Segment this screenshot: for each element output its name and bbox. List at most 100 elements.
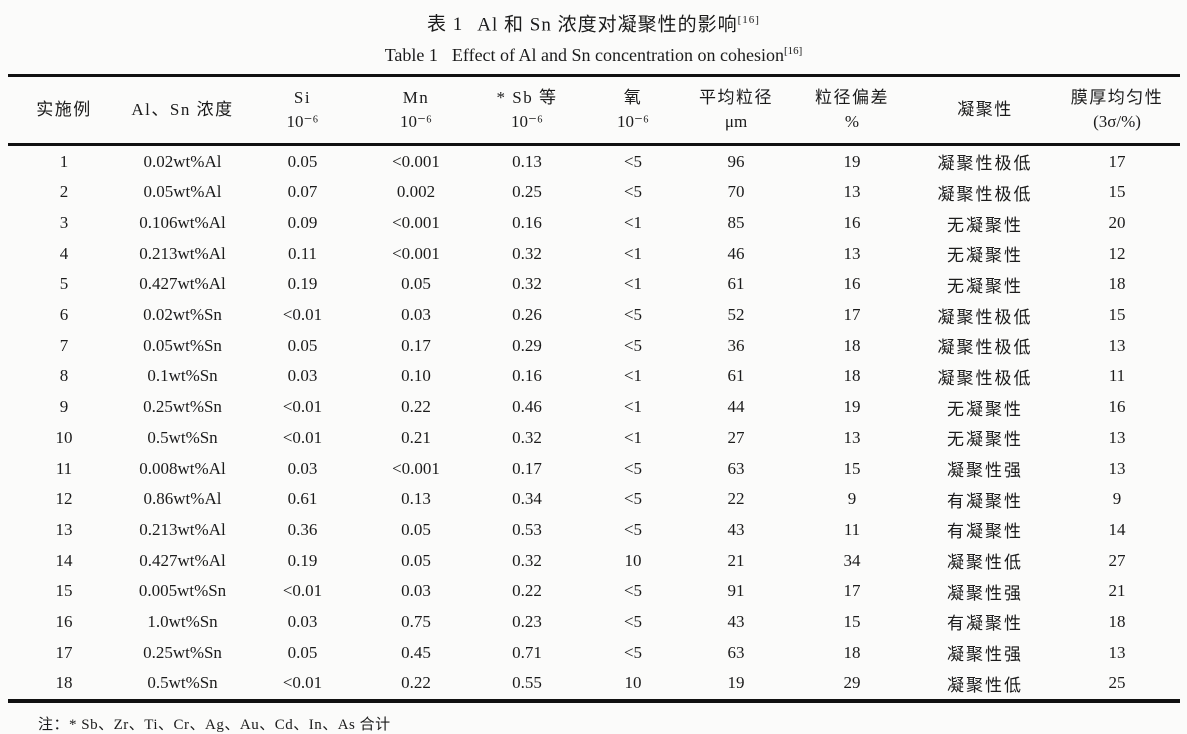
table-cell: 有凝聚性 (947, 522, 1023, 542)
table-row: 9 0.25wt%Sn <0.01 0.22 0.46 <1 44 19 无凝聚性 16 (8, 392, 1180, 423)
table-cell: 0.05 (401, 550, 431, 570)
table-cell: 0.19 (287, 550, 318, 570)
table-cell: 0.53 (512, 519, 542, 539)
table-cell: 16 (55, 611, 73, 631)
table-cell: <1 (623, 243, 643, 263)
table-cell: 0.32 (512, 427, 542, 447)
caption-en-label: Table 1 (384, 45, 438, 66)
column-header: Al、Sn 浓度 (120, 76, 245, 145)
column-header: 粒径偏差% (788, 76, 916, 145)
table-cell: 0.09 (287, 213, 318, 233)
column-header-unit: 10⁻⁶ (511, 112, 543, 132)
table-cell: 29 (843, 673, 861, 693)
table-cell: 9 (1112, 489, 1122, 509)
table-row: 17 0.25wt%Sn 0.05 0.45 0.71 <5 63 18 凝聚性强 13 (8, 637, 1180, 668)
column-header: 膜厚均匀性 (3σ/%) (1054, 76, 1180, 145)
table-row: 14 0.427wt%Al 0.19 0.05 0.32 10 21 34 凝聚性低 27 (8, 545, 1180, 576)
table-cell: 0.55 (512, 673, 542, 693)
column-header-unit: (3σ/%) (1093, 112, 1141, 132)
table-cell: <0.01 (282, 581, 323, 601)
table-cell: 1 (59, 151, 69, 171)
table-row: 12 0.86wt%Al 0.61 0.13 0.34 <5 22 9 有凝聚性 9 (8, 484, 1180, 515)
column-header: Mn 10⁻⁶ (360, 76, 472, 145)
table-cell: 0.005wt%Sn (138, 581, 227, 601)
table-cell: <0.01 (282, 397, 323, 417)
column-header-unit: μm (724, 112, 748, 132)
table-cell: 0.23 (512, 611, 542, 631)
column-header: * Sb 等 10⁻⁶ (472, 76, 582, 145)
table-cell: 34 (843, 550, 861, 570)
table-cell: 15 (843, 458, 861, 478)
table-cell: 凝聚性极低 (937, 154, 1033, 174)
table-cell: 44 (727, 397, 745, 417)
caption-en-text: Effect of Al and Sn concentration on coh… (451, 45, 784, 66)
table-cell: 0.427wt%Al (139, 274, 226, 294)
table-cell: 27 (1108, 550, 1126, 570)
column-header-name: Si (293, 88, 312, 108)
table-cell: 0.16 (512, 213, 542, 233)
column-header-name: 实施例 (36, 100, 92, 120)
table-cell: <0.01 (282, 305, 323, 325)
column-header-name: 氧 (623, 88, 643, 108)
table-caption: 表 1 Al 和 Sn 浓度对凝聚性的影响[16] Table 1 Effect o… (0, 0, 1187, 69)
table-cell: 0.07 (287, 182, 318, 202)
column-header-name: 平均粒径 (699, 88, 773, 108)
table-cell: 0.86wt%Al (143, 489, 222, 509)
table-cell: 6 (59, 305, 69, 325)
table-cell: 13 (843, 182, 861, 202)
table-cell: 19 (843, 151, 861, 171)
table-cell: 0.22 (401, 673, 431, 693)
table-cell: 61 (727, 274, 745, 294)
caption-cn-reference: [16] (737, 14, 760, 26)
column-header-name: 粒径偏差 (815, 88, 889, 108)
table-cell: 17 (55, 642, 73, 662)
table-cell: 22 (727, 489, 745, 509)
table-cell: 0.71 (512, 642, 542, 662)
caption-en-reference: [16] (783, 45, 803, 58)
table-cell: 0.22 (512, 581, 542, 601)
caption-english: Table 1 Effect of Al and Sn concentration… (0, 38, 1187, 69)
table-row: 5 0.427wt%Al 0.19 0.05 0.32 <1 61 16 无凝聚性 18 (8, 269, 1180, 300)
table-cell: 凝聚性强 (947, 461, 1023, 481)
table-cell: 21 (727, 550, 745, 570)
table-cell: 63 (727, 642, 745, 662)
table-cell: <0.01 (282, 673, 323, 693)
table-cell: <0.01 (282, 427, 323, 447)
table-cell: 0.106wt%Al (139, 213, 226, 233)
table-cell: 43 (727, 519, 745, 539)
table-cell: 16 (843, 274, 861, 294)
table-cell: 27 (727, 427, 745, 447)
table-cell: 4 (59, 243, 69, 263)
table-cell: 0.03 (287, 611, 318, 631)
table-row: 16 1.0wt%Sn 0.03 0.75 0.23 <5 43 15 有凝聚性 18 (8, 607, 1180, 638)
table-cell: <5 (623, 305, 643, 325)
table-row: 4 0.213wt%Al 0.11 <0.001 0.32 <1 46 13 无凝聚性 12 (8, 238, 1180, 269)
table-body: 1 0.02wt%Al 0.05 <0.001 0.13 <5 96 19 凝聚性极低 17 2 0.… (8, 145, 1180, 701)
table-cell: 凝聚性极低 (937, 307, 1033, 327)
table-cell: 0.13 (401, 489, 431, 509)
table-cell: 0.21 (401, 427, 431, 447)
table-cell: 0.36 (287, 519, 318, 539)
table-cell: 0.03 (287, 366, 318, 386)
table-cell: 0.5wt%Sn (147, 673, 218, 693)
table-cell: 0.03 (287, 458, 318, 478)
table-cell: 14 (55, 550, 73, 570)
table-cell: <1 (623, 274, 643, 294)
table-cell: 0.32 (512, 243, 542, 263)
table-cell: 15 (1108, 182, 1126, 202)
table-cell: 凝聚性极低 (937, 338, 1033, 358)
table-cell: 凝聚性低 (947, 675, 1023, 695)
table-cell: <1 (623, 213, 643, 233)
table-cell: 无凝聚性 (947, 430, 1023, 450)
table-cell: 9 (59, 397, 69, 417)
table-cell: 0.008wt%Al (139, 458, 226, 478)
table-cell: 25 (1108, 673, 1126, 693)
table-cell: <5 (623, 182, 643, 202)
column-header-unit: % (844, 112, 860, 132)
table-cell: 无凝聚性 (947, 215, 1023, 235)
table-cell: 18 (843, 335, 861, 355)
table-header-row: 实施例 Al、Sn 浓度 Si 10⁻⁶ Mn 10⁻⁶ * Sb 等 10⁻⁶ 氧 10⁻⁶ 平均… (8, 76, 1180, 145)
table-row: 13 0.213wt%Al 0.36 0.05 0.53 <5 43 11 有凝聚性 14 (8, 515, 1180, 546)
table-cell: 0.29 (512, 335, 542, 355)
table-cell: <0.001 (392, 151, 440, 171)
